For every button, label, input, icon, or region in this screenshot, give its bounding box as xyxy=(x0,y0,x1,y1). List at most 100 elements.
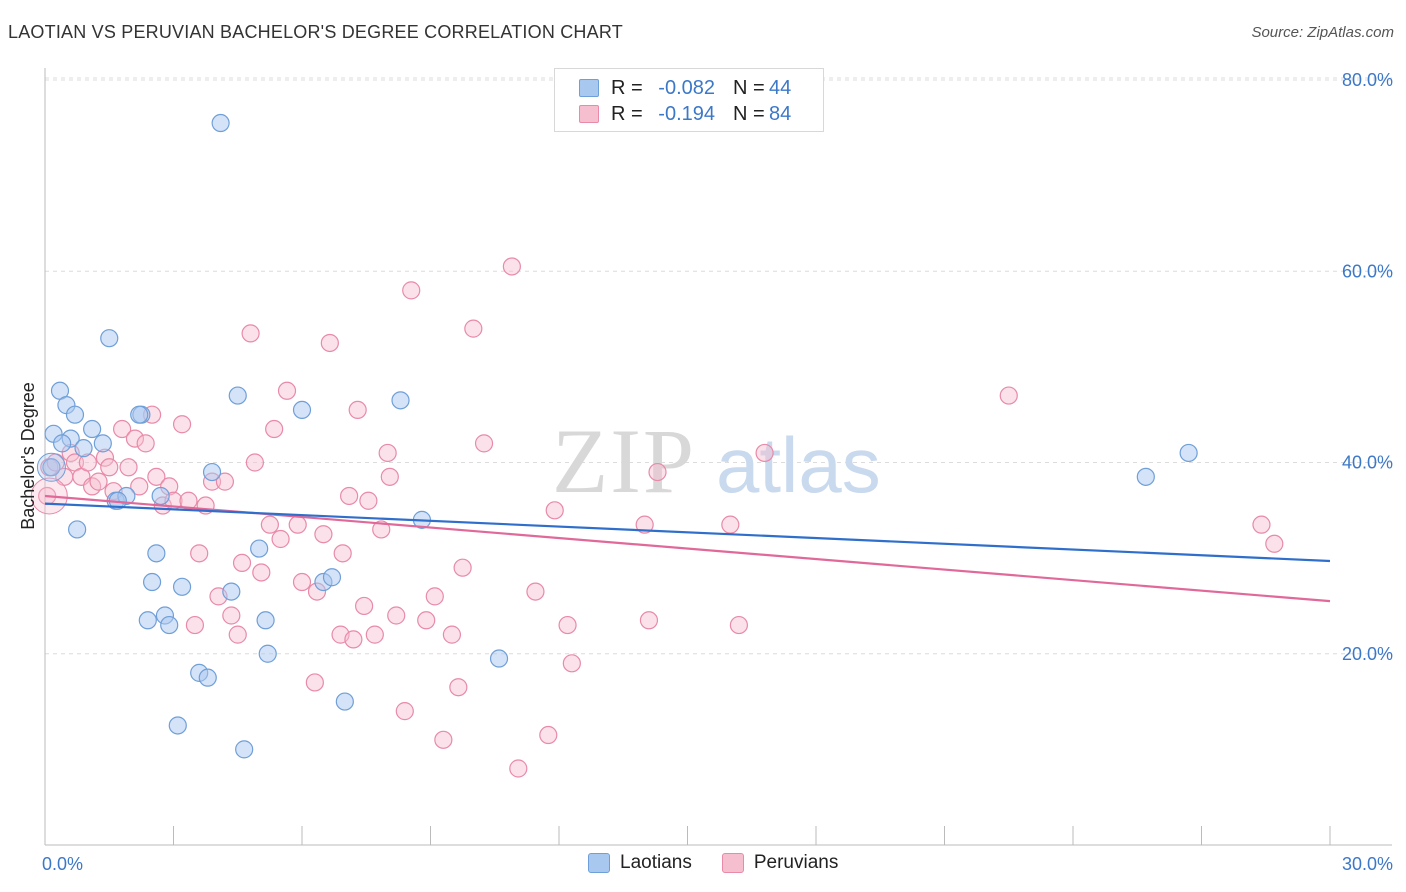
y-tick-label: 20.0% xyxy=(1342,644,1393,664)
peruvian-point xyxy=(314,525,333,544)
peruvian-swatch xyxy=(579,105,599,123)
legend-n-label: N = xyxy=(733,102,765,125)
peruvian-point xyxy=(333,544,352,563)
laotian-point xyxy=(100,329,119,348)
laotian-point xyxy=(489,649,509,668)
peruvian-point xyxy=(292,572,312,592)
peruvian-point xyxy=(378,443,397,463)
laotian-point xyxy=(1136,467,1155,486)
legend-row-laotians: R = -0.082 N = 44 xyxy=(579,75,791,101)
legend-r-label: R = xyxy=(611,76,643,99)
laotian-point xyxy=(160,615,179,635)
peruvian-point xyxy=(228,625,247,644)
watermark-zip: ZIP xyxy=(552,410,696,512)
peruvian-point xyxy=(271,529,290,549)
peruvian-point xyxy=(245,453,264,472)
legend-n-label: N = xyxy=(733,76,765,99)
laotian-point xyxy=(250,539,269,558)
peruvian-point xyxy=(344,630,363,649)
peruvian-point xyxy=(1265,534,1284,553)
peruvian-point xyxy=(402,281,421,300)
peruvian-point xyxy=(241,324,260,343)
peruvian-points xyxy=(30,257,1284,778)
peruvian-point xyxy=(635,515,654,534)
peruvian-point xyxy=(639,611,659,630)
laotian-point xyxy=(391,391,410,410)
peruvian-point xyxy=(340,486,359,506)
peruvian-point xyxy=(185,615,205,635)
legend-row-peruvians: R = -0.194 N = 84 xyxy=(579,101,791,127)
source-label: Source: ZipAtlas.com xyxy=(1251,24,1394,41)
y-axis-title: Bachelor's Degree xyxy=(18,382,38,530)
legend-r-label: R = xyxy=(611,102,643,125)
peruvian-point xyxy=(526,582,545,601)
peruvian-point xyxy=(395,702,414,721)
legend-r-value: -0.082 xyxy=(658,76,715,99)
laotian-point xyxy=(258,644,277,663)
peruvian-point xyxy=(348,400,367,420)
peruvian-point xyxy=(539,725,558,745)
x-tick-label: 0.0% xyxy=(42,854,83,874)
watermark-atlas: atlas xyxy=(716,421,881,509)
laotian-swatch xyxy=(588,853,610,873)
laotian-point xyxy=(228,386,247,405)
peruvian-point xyxy=(112,419,132,439)
laotian-point xyxy=(83,419,102,439)
laotian-point xyxy=(151,486,170,506)
peruvian-point xyxy=(449,678,468,697)
peruvian-point xyxy=(277,381,297,400)
peruvian-point xyxy=(999,386,1018,405)
peruvian-point xyxy=(502,257,521,276)
laotian-point xyxy=(172,577,192,596)
peruvian-point xyxy=(172,415,192,434)
chart-title: LAOTIAN VS PERUVIAN BACHELOR'S DEGREE CO… xyxy=(8,22,623,42)
series-legend: Laotians Peruvians xyxy=(588,852,868,874)
laotian-point xyxy=(211,113,230,133)
peruvian-point xyxy=(320,333,339,353)
peruvian-point xyxy=(260,515,279,534)
peruvian-point xyxy=(365,625,384,644)
peruvian-point xyxy=(417,611,436,630)
peruvian-point xyxy=(130,477,149,496)
peruvian-point xyxy=(558,615,577,635)
x-tick-label: 30.0% xyxy=(1342,854,1393,874)
laotian-trend-line xyxy=(44,502,1331,563)
laotian-point xyxy=(198,668,217,687)
y-tick-label: 40.0% xyxy=(1342,453,1393,473)
peruvian-point xyxy=(729,615,749,635)
legend-n-value: 84 xyxy=(769,102,792,125)
laotian-point xyxy=(292,400,312,420)
peruvian-point xyxy=(355,596,374,616)
laotian-point xyxy=(74,439,93,458)
peruvian-point xyxy=(232,553,252,573)
stats-legend: R = -0.082 N = 44 R = -0.194 N = 84 xyxy=(554,68,824,132)
peruvian-point xyxy=(755,443,774,463)
laotian-point xyxy=(202,462,222,482)
peruvian-point xyxy=(100,458,119,477)
peruvian-point xyxy=(545,501,564,520)
laotian-point xyxy=(335,692,354,711)
peruvian-point xyxy=(434,730,453,749)
laotian-point xyxy=(42,458,61,477)
peruvian-point xyxy=(425,587,444,606)
legend-label-laotians: Laotians xyxy=(620,852,692,873)
peruvian-point xyxy=(721,515,740,534)
laotian-point xyxy=(1179,443,1198,463)
peruvian-point xyxy=(222,606,241,625)
legend-item-laotians[interactable]: Laotians xyxy=(588,852,692,874)
peruvian-point xyxy=(190,544,209,563)
peruvian-point xyxy=(305,673,324,692)
laotian-point xyxy=(168,716,187,735)
laotian-points xyxy=(36,113,1198,759)
laotian-point xyxy=(138,611,157,630)
legend-label-peruvians: Peruvians xyxy=(753,852,839,873)
laotian-point xyxy=(322,568,342,587)
peruvian-point xyxy=(1252,515,1271,534)
peruvian-point xyxy=(89,472,108,491)
legend-item-peruvians[interactable]: Peruvians xyxy=(721,852,839,874)
peruvian-point xyxy=(288,515,307,534)
peruvian-swatch xyxy=(721,853,744,873)
peruvian-point xyxy=(474,434,494,453)
laotian-point xyxy=(68,520,87,539)
